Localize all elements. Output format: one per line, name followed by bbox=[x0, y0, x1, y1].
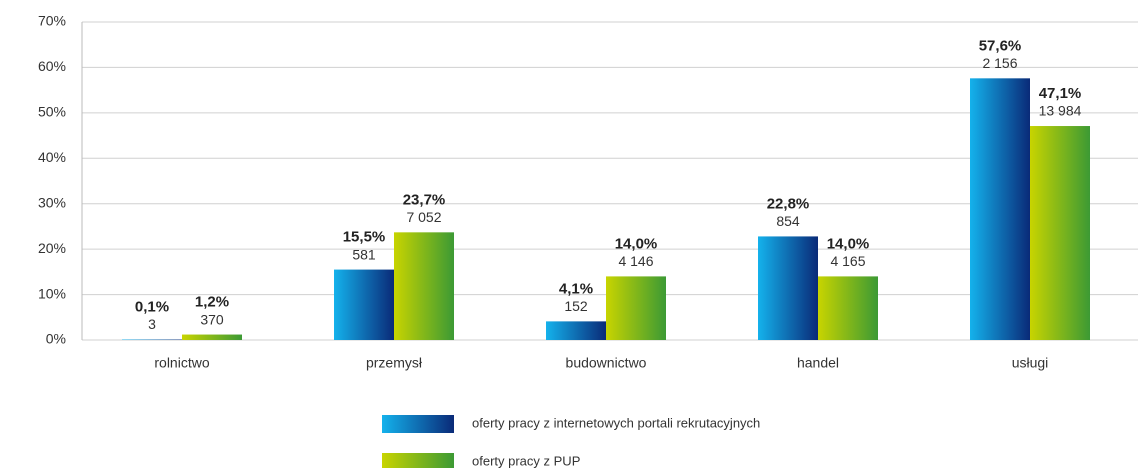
value-label: 4,1% bbox=[559, 280, 593, 297]
bar bbox=[182, 334, 242, 340]
y-tick-label: 30% bbox=[38, 194, 66, 210]
legend-swatch bbox=[382, 415, 454, 433]
value-label: 1,2% bbox=[195, 294, 229, 311]
value-label: 22,8% bbox=[767, 195, 810, 212]
count-label: 370 bbox=[200, 311, 224, 327]
y-tick-label: 50% bbox=[38, 104, 66, 120]
y-tick-label: 70% bbox=[38, 13, 66, 29]
bar bbox=[334, 269, 394, 340]
count-label: 581 bbox=[352, 246, 376, 262]
count-label: 2 156 bbox=[982, 55, 1017, 71]
bar bbox=[394, 232, 454, 340]
value-label: 23,7% bbox=[403, 191, 446, 208]
bar bbox=[758, 236, 818, 340]
value-label: 14,0% bbox=[615, 235, 658, 252]
count-label: 854 bbox=[776, 213, 800, 229]
x-tick-label: przemysł bbox=[366, 355, 423, 371]
y-tick-label: 10% bbox=[38, 285, 66, 301]
count-label: 4 146 bbox=[618, 253, 653, 269]
bar bbox=[970, 78, 1030, 341]
bar bbox=[546, 321, 606, 340]
legend-label: oferty pracy z PUP bbox=[472, 453, 580, 468]
bar bbox=[818, 276, 878, 340]
count-label: 4 165 bbox=[830, 253, 865, 269]
count-label: 152 bbox=[564, 298, 588, 314]
x-tick-label: usługi bbox=[1012, 355, 1049, 371]
legend-swatch bbox=[382, 453, 454, 468]
x-tick-label: handel bbox=[797, 355, 839, 371]
bar bbox=[1030, 126, 1090, 340]
value-label: 14,0% bbox=[827, 235, 870, 252]
value-label: 15,5% bbox=[343, 229, 386, 246]
y-tick-label: 20% bbox=[38, 240, 66, 256]
count-label: 7 052 bbox=[406, 209, 441, 225]
count-label: 13 984 bbox=[1039, 103, 1082, 119]
value-label: 47,1% bbox=[1039, 85, 1082, 102]
y-tick-label: 40% bbox=[38, 149, 66, 165]
x-tick-label: rolnictwo bbox=[154, 355, 209, 371]
x-tick-label: budownictwo bbox=[566, 355, 647, 371]
value-label: 0,1% bbox=[135, 299, 169, 316]
value-label: 57,6% bbox=[979, 37, 1022, 54]
y-tick-label: 60% bbox=[38, 58, 66, 74]
y-tick-label: 0% bbox=[46, 331, 66, 347]
legend-label: oferty pracy z internetowych portali rek… bbox=[472, 415, 760, 430]
count-label: 3 bbox=[148, 316, 156, 332]
bar bbox=[606, 276, 666, 340]
